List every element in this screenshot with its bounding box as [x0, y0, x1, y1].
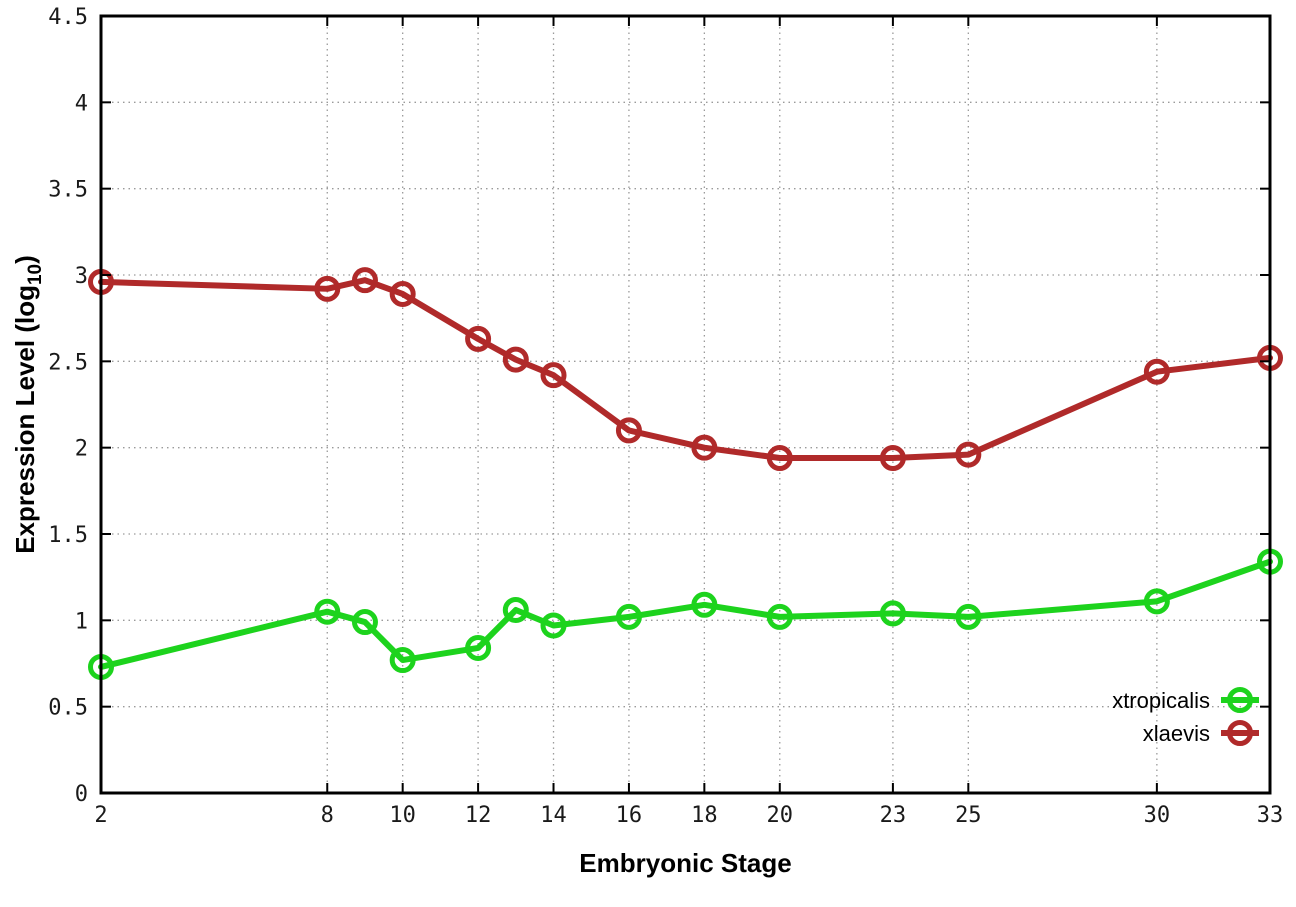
data-point-xtropicalis	[691, 591, 718, 618]
x-tick-label: 30	[1144, 803, 1171, 828]
data-point-xtropicalis	[502, 596, 529, 623]
y-axis-title: Expression Level (log10)	[10, 255, 46, 554]
data-point-xtropicalis	[955, 603, 982, 630]
legend-marker-xlaevis	[1227, 720, 1253, 746]
x-tick-label: 25	[955, 803, 982, 828]
y-tick-label: 0	[75, 782, 88, 807]
y-tick-label: 0.5	[48, 696, 88, 721]
y-tick-label: 1.5	[48, 523, 88, 548]
y-tick-label: 4.5	[48, 5, 88, 30]
data-point-xlaevis	[1143, 358, 1170, 385]
data-point-xtropicalis	[540, 612, 567, 639]
y-tick-label: 2	[75, 437, 88, 462]
data-point-xtropicalis	[1143, 588, 1170, 615]
data-point-xtropicalis	[766, 603, 793, 630]
legend-marker-xtropicalis	[1227, 687, 1253, 713]
legend-label-xtropicalis: xtropicalis	[1112, 688, 1210, 713]
y-tick-label: 4	[75, 91, 88, 116]
data-point-xtropicalis	[615, 603, 642, 630]
y-tick-label: 2.5	[48, 350, 88, 375]
data-point-xtropicalis	[351, 609, 378, 636]
data-point-xlaevis	[465, 325, 492, 352]
data-point-xlaevis	[540, 362, 567, 389]
data-point-xlaevis	[615, 417, 642, 444]
x-tick-label: 14	[540, 803, 567, 828]
y-tick-label: 3.5	[48, 178, 88, 203]
grid-layer	[100, 15, 1271, 794]
x-tick-label: 20	[767, 803, 794, 828]
data-point-xlaevis	[351, 267, 378, 294]
y-tick-label: 3	[75, 264, 88, 289]
x-tick-label: 33	[1257, 803, 1284, 828]
axis-layer: 2 8 10 12 14 16 18 20 23 25 30 33 0 0.5 1 1.5 2 2.5 3 3.5 4 4…	[48, 5, 1283, 828]
data-point-xtropicalis	[879, 600, 906, 627]
data-point-xlaevis	[389, 280, 416, 307]
x-axis-title: Embryonic Stage	[579, 848, 791, 878]
data-point-xlaevis	[766, 445, 793, 472]
x-tick-label: 2	[94, 803, 107, 828]
y-tick-label: 1	[75, 609, 88, 634]
x-tick-label: 16	[616, 803, 643, 828]
series-line-xtropicalis	[98, 558, 1273, 670]
plot-border	[99, 14, 1272, 795]
data-point-xlaevis	[314, 275, 341, 302]
data-point-xtropicalis	[314, 598, 341, 625]
data-point-xtropicalis	[389, 647, 416, 674]
x-tick-label: 18	[691, 803, 718, 828]
data-point-xlaevis	[955, 441, 982, 468]
data-point-xlaevis	[879, 445, 906, 472]
series-layer	[88, 267, 1283, 680]
legend-layer: xtropicalis xlaevis	[1112, 687, 1259, 746]
series-line-xlaevis	[98, 277, 1273, 462]
legend-label-xlaevis: xlaevis	[1143, 721, 1210, 746]
data-point-xtropicalis	[465, 634, 492, 661]
x-tick-label: 10	[389, 803, 416, 828]
data-point-xlaevis	[691, 434, 718, 461]
x-tick-label: 8	[321, 803, 334, 828]
x-tick-label: 12	[465, 803, 492, 828]
data-point-xlaevis	[502, 346, 529, 373]
x-tick-label: 23	[880, 803, 907, 828]
